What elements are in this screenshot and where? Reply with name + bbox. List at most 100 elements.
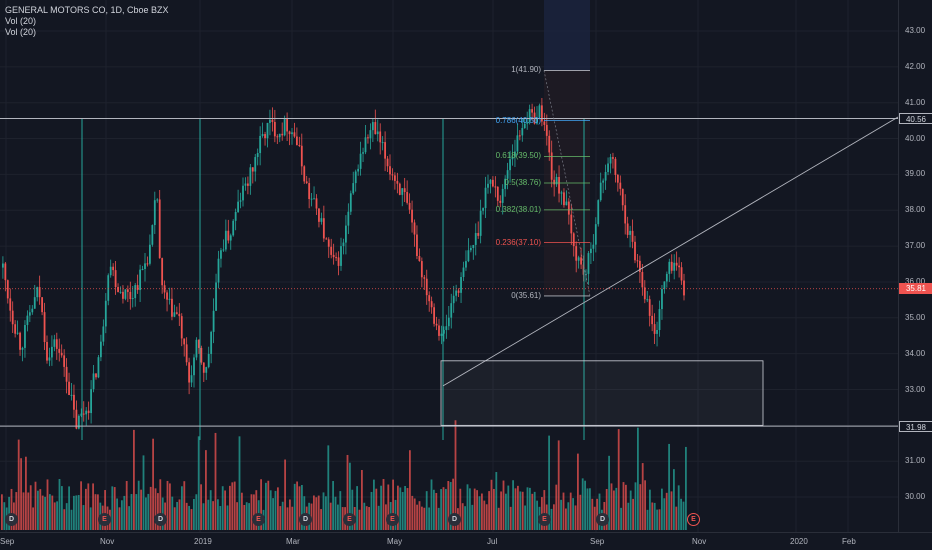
candle-body [646, 299, 649, 301]
volume-bar [20, 458, 22, 530]
earnings-event-icon[interactable]: E [98, 513, 111, 526]
candle-body [16, 332, 19, 334]
candle-body [92, 373, 95, 390]
candle-body [472, 244, 475, 248]
volume-bar [569, 492, 572, 530]
price-axis[interactable]: 43.00 42.00 41.00 40.00 39.00 38.00 37.00 36.00… [898, 0, 932, 532]
candle-body [452, 295, 455, 304]
volume-bar [574, 505, 577, 530]
candle-body [352, 183, 355, 194]
earnings-event-icon[interactable]: E [252, 513, 265, 526]
fib-level-label: 0.618(39.50) [495, 151, 541, 161]
volume-bar [682, 501, 685, 530]
candle-body [543, 121, 546, 125]
candle-body [313, 198, 315, 200]
volume-bar [236, 502, 238, 530]
volume-bar [533, 491, 536, 530]
volume-bar [128, 506, 130, 530]
dividend-event-icon[interactable]: D [154, 513, 167, 526]
volume-bar [404, 485, 406, 530]
volume-bar [442, 487, 445, 530]
volume-bar [291, 506, 294, 530]
dividend-event-icon[interactable]: D [596, 513, 609, 526]
dividend-event-icon[interactable]: D [448, 513, 461, 526]
candle-body [24, 325, 26, 348]
candle-body [631, 230, 634, 242]
volume-bar [289, 499, 291, 530]
volume-bar [433, 489, 435, 530]
candle-body [575, 246, 578, 261]
candle-body [188, 362, 190, 383]
candle-body [229, 235, 232, 241]
volume-bar [629, 490, 632, 530]
candle-body [656, 329, 658, 334]
volume-bar [313, 495, 315, 530]
candle-body [465, 261, 467, 268]
candle-body [244, 183, 247, 186]
chart-pane[interactable]: GENERAL MOTORS CO, 1D, Cboe BZX Vol (20)… [0, 0, 898, 532]
candle-body [308, 183, 311, 200]
candle-body [673, 262, 676, 271]
earnings-event-icon[interactable]: E [386, 513, 399, 526]
candle-body [163, 285, 166, 293]
candle-body [104, 300, 107, 327]
volume-indicator-label[interactable]: Vol (20) [5, 27, 37, 37]
volume-bar [572, 498, 574, 530]
volume-bar [466, 484, 469, 530]
volume-bar [526, 487, 529, 530]
earnings-event-icon[interactable]: E [538, 513, 551, 526]
volume-bar [531, 493, 534, 530]
candle-body [509, 159, 511, 171]
candle-body [474, 233, 477, 245]
volume-bar [233, 481, 236, 530]
candle-body [21, 347, 24, 350]
candle-body [567, 201, 570, 215]
volume-indicator-label[interactable]: Vol (20) [5, 16, 37, 26]
candle-body [487, 183, 489, 188]
volume-bar [159, 479, 162, 530]
price-tick-label: 39.00 [905, 169, 926, 179]
candle-body [612, 157, 614, 159]
dividend-event-icon[interactable]: D [5, 513, 18, 526]
candle-body [33, 297, 36, 309]
earnings-event-icon[interactable]: E [687, 513, 700, 526]
volume-bar [454, 420, 457, 530]
volume-bar [185, 502, 188, 530]
candle-body [479, 210, 482, 236]
candle-body [95, 373, 97, 378]
volume-bar [673, 469, 675, 530]
candle-body [156, 199, 159, 201]
volume-bar [260, 479, 262, 530]
volume-bar [51, 495, 54, 530]
dividend-event-icon[interactable]: D [299, 513, 312, 526]
volume-bar [171, 496, 174, 530]
volume-bar [49, 494, 51, 530]
candle-body [492, 179, 494, 187]
candle-body [136, 285, 139, 291]
chart-plot[interactable] [0, 0, 898, 532]
candle-body [65, 366, 68, 382]
time-tick-label: Sep [0, 537, 15, 546]
volume-bar [461, 503, 464, 530]
volume-bar [610, 483, 613, 530]
symbol-title[interactable]: GENERAL MOTORS CO, 1D, Cboe BZX [5, 5, 169, 15]
earnings-event-icon[interactable]: E [343, 513, 356, 526]
trend-line [442, 116, 898, 387]
candle-body [381, 142, 384, 144]
volume-bar [27, 492, 30, 530]
volume-bar [320, 509, 322, 530]
candle-body [364, 137, 367, 153]
candle-body [560, 192, 563, 194]
candle-body [212, 310, 215, 332]
candle-body [31, 308, 34, 313]
volume-bar [471, 504, 474, 530]
candle-body [362, 152, 364, 154]
time-tick-label: May [387, 537, 403, 546]
candle-body [506, 170, 509, 179]
time-axis[interactable]: Sep Nov 2019 Mar May Jul Sep Nov 2020 Feb [0, 532, 932, 550]
candle-body [19, 332, 21, 350]
candle-body [193, 357, 195, 376]
volume-bar [656, 509, 658, 530]
volume-bar [358, 509, 361, 530]
volume-bar [200, 484, 202, 530]
